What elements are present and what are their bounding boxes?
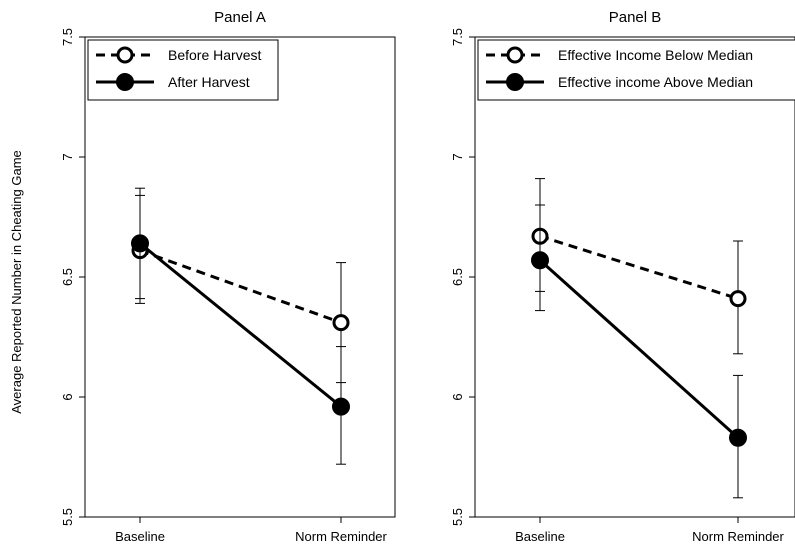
panel-a-point: [332, 397, 350, 416]
panel-a-legend-marker: [116, 73, 134, 91]
panel-b-ytick-label: 7: [450, 153, 465, 160]
panel-a-xtick-label: Baseline: [115, 529, 165, 544]
panel-b-point: [729, 428, 747, 447]
panel-b-ytick-label: 6: [450, 393, 465, 400]
panel-a-point: [332, 314, 350, 332]
panel-b-frame: [474, 36, 795, 518]
panel-a-ytick-label: 7.5: [60, 28, 75, 46]
panel-b-title: Panel B: [609, 9, 662, 26]
panel-b-ytick-label: 5.5: [450, 508, 465, 526]
panel-a-series-line-1: [139, 249, 342, 325]
y-axis-label: Average Reported Number in Cheating Game: [9, 150, 24, 414]
panel-b-series-line-2: [538, 259, 740, 439]
panel-b-xtick-label: Norm Reminder: [692, 529, 784, 544]
panel-b-ytick-label: 7.5: [450, 28, 465, 46]
panel-a-ytick-label: 6.5: [60, 268, 75, 286]
panel-b-legend-marker: [506, 73, 524, 91]
panel-a-point: [131, 234, 149, 253]
panel-b-ytick-label: 6.5: [450, 268, 465, 286]
panel-a-ytick-label: 7: [60, 153, 75, 160]
panel-a-legend-label: After Harvest: [168, 74, 250, 90]
panel-b-point: [531, 251, 549, 270]
panel-b-legend-box: [477, 39, 795, 101]
panel-a-ytick-label: 5.5: [60, 508, 75, 526]
panel-a-legend-marker: [116, 46, 134, 64]
panel-a-ytick-label: 6: [60, 393, 75, 400]
panel-a-legend-box: [87, 39, 279, 101]
panel-b-series-line-1: [539, 234, 739, 301]
panel-b-point: [729, 290, 747, 308]
panel-b-xtick-label: Baseline: [515, 529, 565, 544]
panel-b-legend-marker: [506, 46, 524, 64]
panel-a-title: Panel A: [214, 9, 266, 26]
panel-a-frame: [84, 36, 396, 518]
panel-a-xtick-label: Norm Reminder: [295, 529, 387, 544]
panel-a-series-line-2: [139, 242, 342, 408]
panel-b-legend-label: Effective income Above Median: [558, 74, 753, 90]
panel-a-legend-label: Before Harvest: [168, 47, 261, 63]
panel-b-legend-label: Effective Income Below Median: [558, 47, 753, 63]
